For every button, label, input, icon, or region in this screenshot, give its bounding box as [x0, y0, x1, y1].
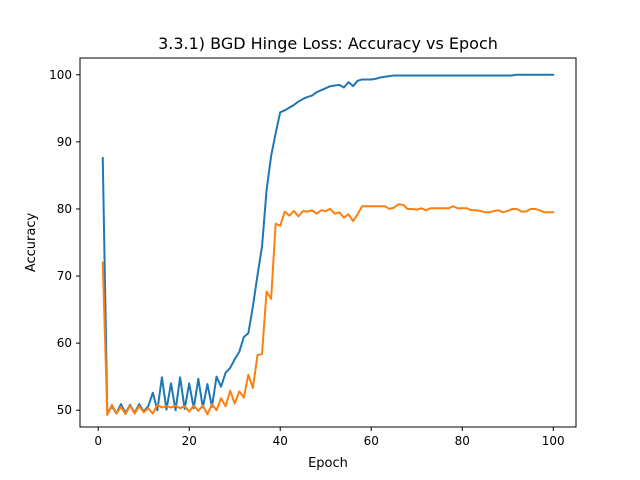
series-layer: [101, 73, 555, 416]
x-tick-label: 100: [542, 434, 565, 448]
plot-frame: [79, 57, 577, 428]
x-tick-label: 80: [455, 434, 470, 448]
y-axis-label: Accuracy: [24, 213, 39, 273]
series-line-1: [101, 73, 555, 415]
y-tick-label: 100: [49, 68, 72, 82]
x-tick-label: 20: [182, 434, 197, 448]
chart-title: 3.3.1) BGD Hinge Loss: Accuracy vs Epoch: [158, 34, 498, 53]
ticks-layer: 0 20 40 60 80 100 50 60 70 80 90 100: [49, 68, 565, 448]
y-tick-label: 60: [57, 336, 72, 350]
x-tick-label: 0: [94, 434, 102, 448]
x-axis-label: Epoch: [308, 456, 348, 471]
axes-layer: [79, 57, 577, 428]
y-tick-label: 50: [57, 403, 72, 417]
y-tick-label: 90: [57, 135, 72, 149]
y-tick-label: 70: [57, 269, 72, 283]
y-tick-label: 80: [57, 202, 72, 216]
x-tick-label: 60: [364, 434, 379, 448]
series-line-2: [101, 203, 555, 416]
x-tick-label: 40: [273, 434, 288, 448]
